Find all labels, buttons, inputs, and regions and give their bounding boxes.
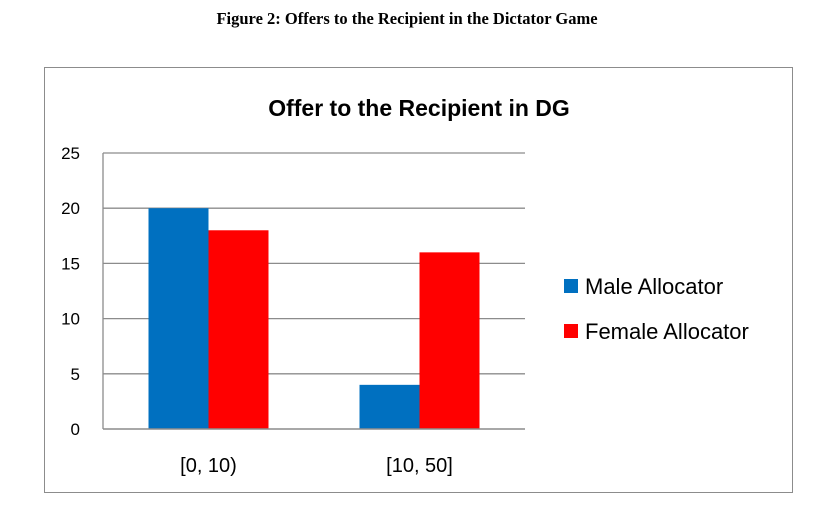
y-tick-label: 0 xyxy=(71,420,80,439)
bar-male-1 xyxy=(359,384,420,429)
y-tick-label: 25 xyxy=(61,144,80,163)
x-category-label: [0, 10) xyxy=(180,455,237,477)
y-tick-label: 15 xyxy=(61,254,80,273)
bars xyxy=(148,208,480,429)
bar-male-0 xyxy=(148,208,209,429)
bar-female-1 xyxy=(419,252,480,429)
legend-swatch xyxy=(564,324,578,338)
legend: Male Allocator Female Allocator xyxy=(564,274,749,344)
y-axis-ticks: 0 5 10 15 20 25 xyxy=(61,144,80,439)
chart-title: Offer to the Recipient in DG xyxy=(268,95,570,121)
y-tick-label: 10 xyxy=(61,310,80,329)
x-axis-categories: [0, 10) [10, 50] xyxy=(180,455,453,477)
y-tick-label: 20 xyxy=(61,199,80,218)
legend-swatch xyxy=(564,279,578,293)
figure-caption: Figure 2: Offers to the Recipient in the… xyxy=(216,9,598,28)
x-category-label: [10, 50] xyxy=(386,455,453,477)
legend-label: Male Allocator xyxy=(585,274,723,299)
axes xyxy=(102,153,525,430)
legend-label: Female Allocator xyxy=(585,319,749,344)
chart-frame xyxy=(44,67,793,493)
y-tick-label: 5 xyxy=(71,365,80,384)
bar-female-0 xyxy=(208,230,269,429)
